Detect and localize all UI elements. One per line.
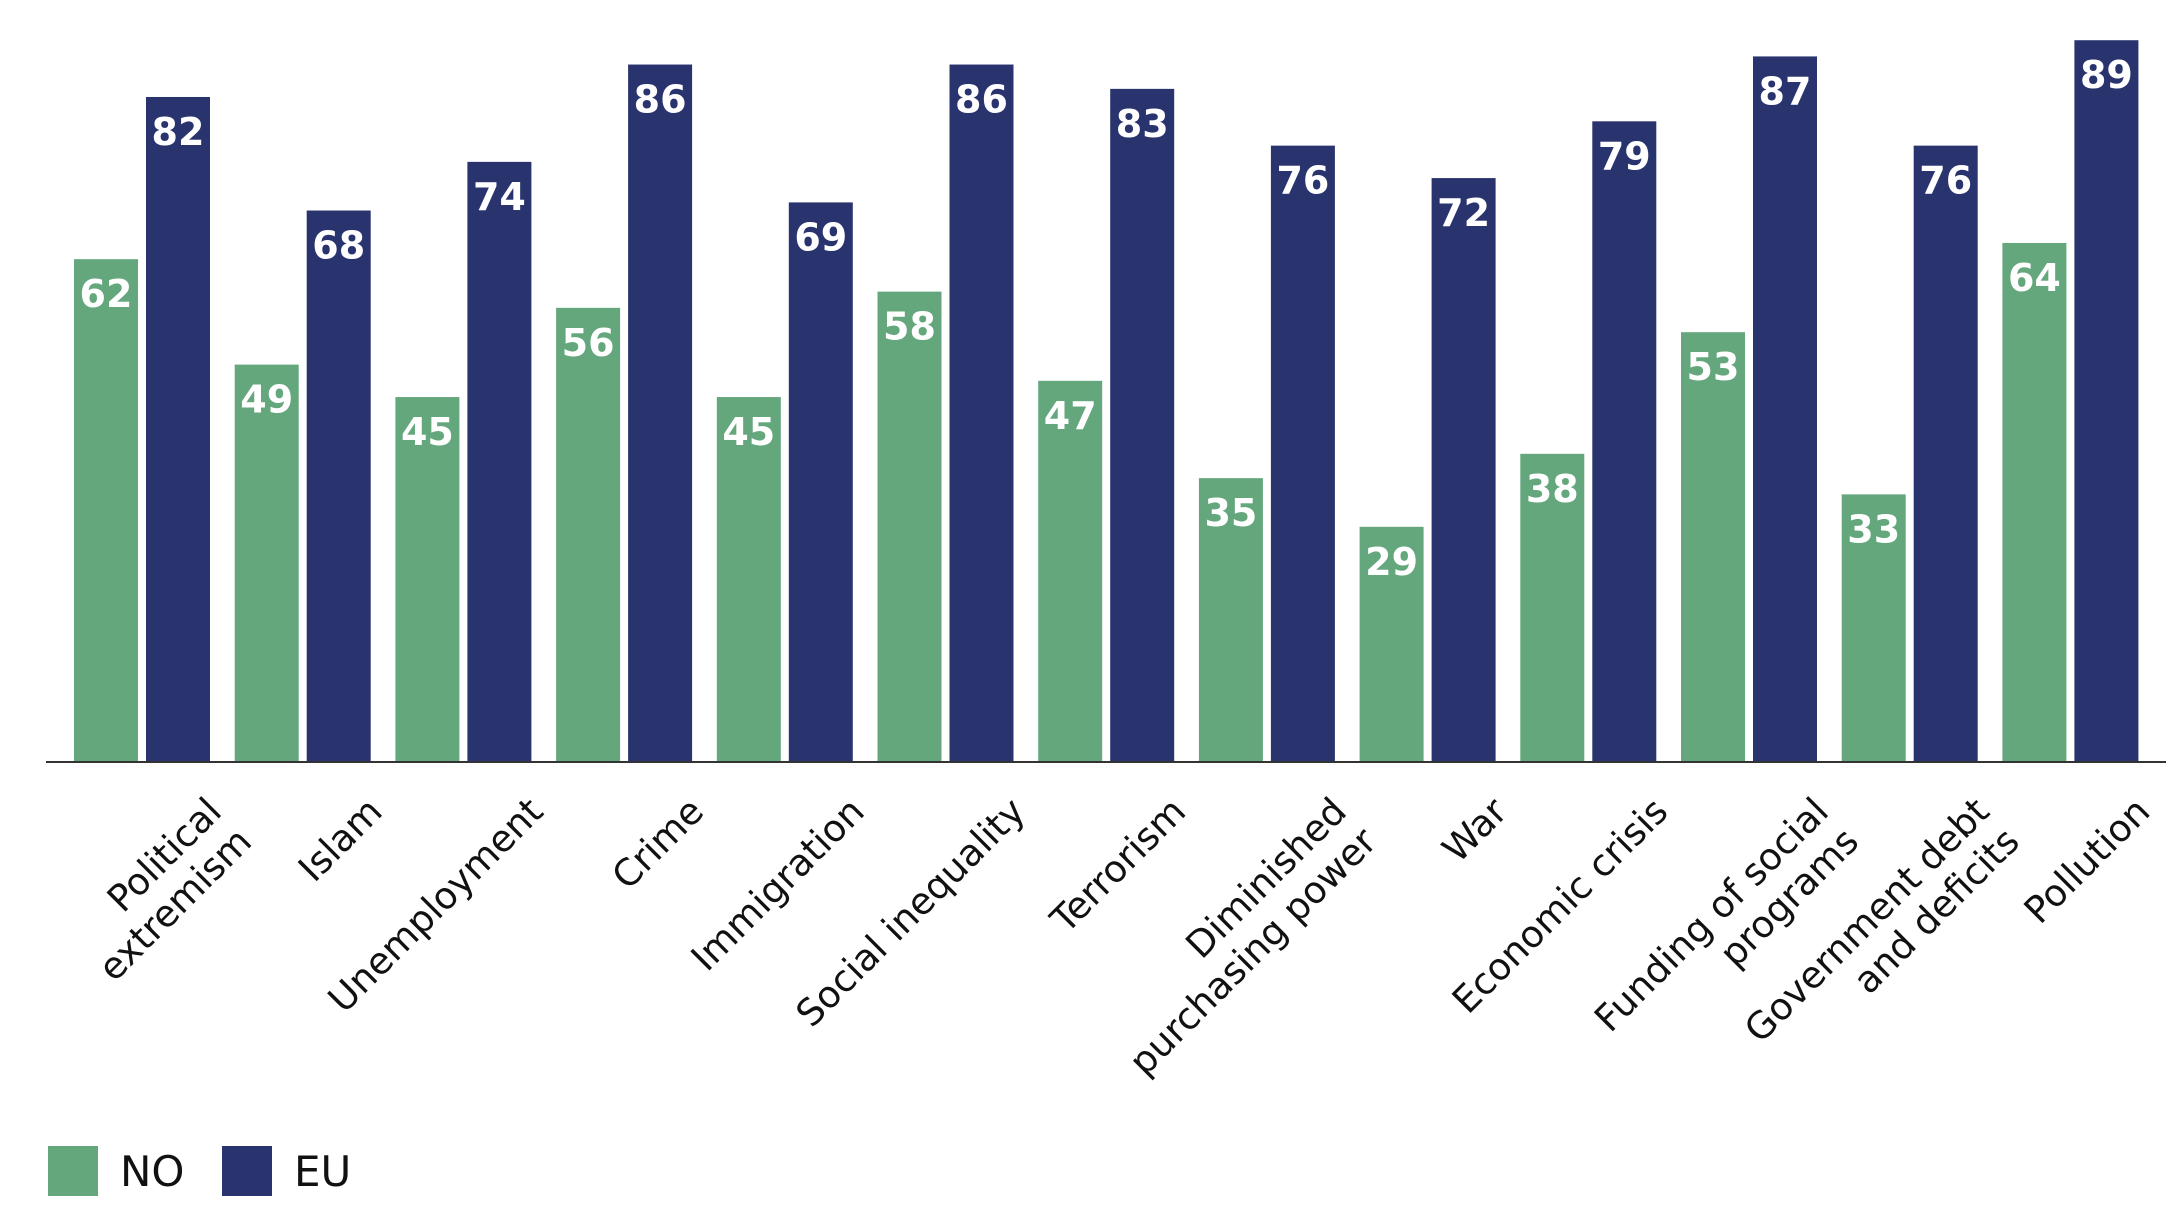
bar-eu-6 bbox=[1110, 88, 1175, 763]
value-label-no-2: 45 bbox=[401, 410, 454, 454]
value-label-eu-4: 69 bbox=[794, 215, 847, 259]
category-label-12: Pollution bbox=[2016, 790, 2158, 932]
bar-no-2 bbox=[395, 397, 460, 762]
value-label-no-6: 47 bbox=[1044, 394, 1097, 438]
bar-no-12 bbox=[2002, 242, 2067, 762]
value-label-eu-5: 86 bbox=[955, 78, 1008, 122]
value-label-no-12: 64 bbox=[2008, 256, 2061, 300]
value-label-no-9: 38 bbox=[1526, 467, 1579, 511]
bar-eu-10 bbox=[1753, 56, 1817, 763]
bar-eu-1 bbox=[306, 210, 371, 762]
value-label-no-1: 49 bbox=[240, 378, 293, 422]
bar-eu-7 bbox=[1270, 145, 1335, 762]
value-labels-group: 62 82 49 68 45 74 56 86 45 69 58 86 47 83 35 76 29 72 38 79… bbox=[80, 53, 2133, 584]
value-label-eu-0: 82 bbox=[152, 110, 205, 154]
bar-no-9 bbox=[1520, 453, 1585, 762]
legend-swatch-eu bbox=[222, 1146, 272, 1196]
value-label-eu-11: 76 bbox=[1919, 159, 1972, 203]
bar-no-10 bbox=[1681, 332, 1745, 762]
bar-eu-8 bbox=[1431, 178, 1496, 762]
bar-eu-2 bbox=[467, 161, 532, 763]
bar-no-6 bbox=[1038, 380, 1103, 762]
category-label-line: Pollution bbox=[2016, 790, 2158, 932]
category-label-line: purchasing power bbox=[1121, 819, 1386, 1084]
value-label-eu-1: 68 bbox=[312, 224, 365, 268]
bar-no-7 bbox=[1198, 478, 1263, 762]
value-label-eu-8: 72 bbox=[1437, 191, 1490, 235]
bar-eu-12 bbox=[2074, 40, 2139, 762]
legend-label-eu: EU bbox=[294, 1147, 351, 1196]
value-label-no-11: 33 bbox=[1847, 507, 1900, 551]
bar-no-1 bbox=[234, 364, 299, 762]
bar-eu-11 bbox=[1913, 145, 1978, 762]
legend-label-no: NO bbox=[120, 1147, 184, 1196]
value-label-no-10: 53 bbox=[1687, 345, 1740, 389]
value-label-no-3: 56 bbox=[562, 321, 615, 365]
bar-no-8 bbox=[1359, 526, 1424, 762]
value-label-eu-6: 83 bbox=[1116, 102, 1169, 146]
bar-no-3 bbox=[556, 307, 621, 762]
category-label-line: Islam bbox=[290, 790, 391, 891]
bar-no-0 bbox=[74, 259, 138, 762]
category-label-3: Crime bbox=[604, 790, 712, 898]
category-label-0: Politicalextremism bbox=[60, 790, 260, 990]
value-label-eu-10: 87 bbox=[1759, 69, 1812, 113]
value-label-no-4: 45 bbox=[722, 410, 775, 454]
value-label-no-7: 35 bbox=[1204, 491, 1257, 535]
bar-no-4 bbox=[716, 397, 781, 762]
bar-no-5 bbox=[877, 291, 942, 762]
legend-swatch-no bbox=[48, 1146, 98, 1196]
bar-no-11 bbox=[1841, 494, 1906, 762]
category-label-line: Crime bbox=[604, 790, 712, 898]
category-label-8: War bbox=[1434, 789, 1516, 871]
bars-group bbox=[74, 40, 2139, 763]
category-label-line: War bbox=[1434, 789, 1516, 871]
legend: NO EU bbox=[48, 1146, 351, 1196]
category-label-1: Islam bbox=[290, 790, 391, 891]
bar-eu-0 bbox=[146, 96, 210, 763]
category-label-line: Terrorism bbox=[1042, 790, 1194, 942]
bar-eu-5 bbox=[949, 64, 1014, 763]
bar-eu-3 bbox=[628, 64, 693, 763]
value-label-eu-7: 76 bbox=[1276, 159, 1329, 203]
value-label-no-8: 29 bbox=[1365, 540, 1418, 584]
bar-eu-9 bbox=[1592, 121, 1657, 762]
value-label-eu-3: 86 bbox=[634, 78, 687, 122]
bar-eu-4 bbox=[788, 202, 853, 762]
value-label-eu-12: 89 bbox=[2080, 53, 2133, 97]
value-label-no-5: 58 bbox=[883, 305, 936, 349]
value-label-no-0: 62 bbox=[80, 272, 133, 316]
value-label-eu-2: 74 bbox=[473, 175, 526, 219]
category-label-6: Terrorism bbox=[1042, 790, 1194, 942]
value-label-eu-9: 79 bbox=[1598, 134, 1651, 178]
